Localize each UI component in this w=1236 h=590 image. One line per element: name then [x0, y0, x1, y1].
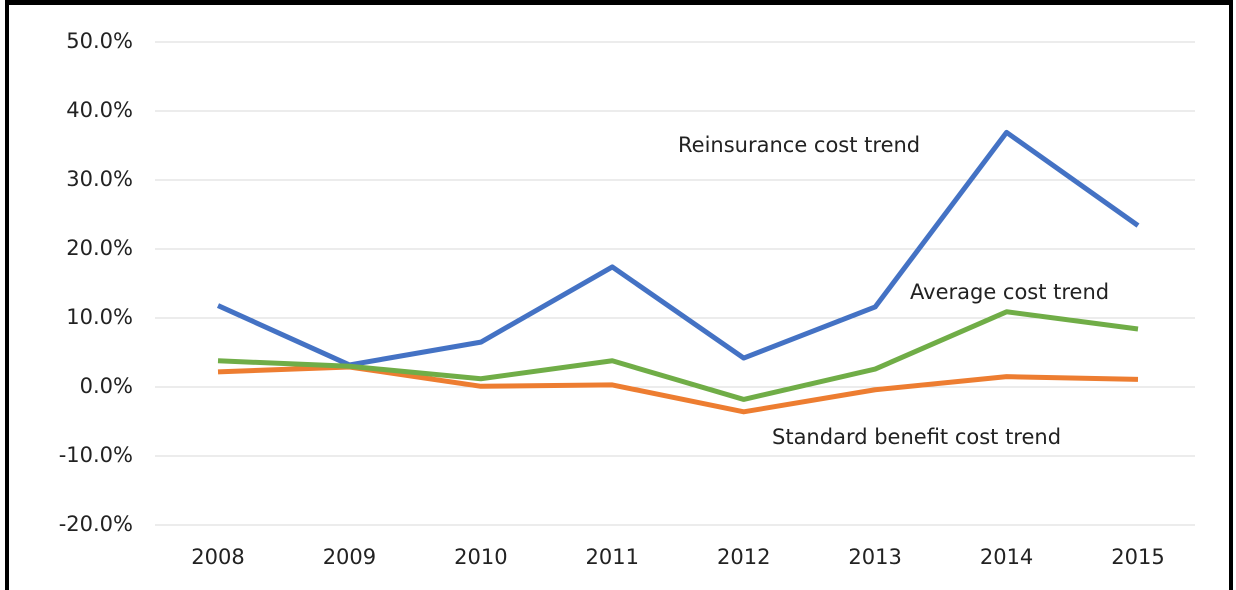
- y-tick-label: 30.0%: [66, 167, 133, 191]
- series-annotation: Standard benefit cost trend: [772, 425, 1061, 449]
- frame-left: [5, 0, 9, 590]
- y-tick-label: -10.0%: [59, 443, 133, 467]
- y-tick-label: 0.0%: [80, 374, 133, 398]
- x-tick-label: 2008: [191, 545, 244, 569]
- frame-top: [5, 0, 1233, 5]
- series-line: [217, 309, 1139, 402]
- lines: [216, 129, 1140, 415]
- x-tick-label: 2015: [1111, 545, 1164, 569]
- x-tick-label: 2009: [323, 545, 376, 569]
- series-annotation: Average cost trend: [910, 280, 1109, 304]
- x-tick-label: 2013: [848, 545, 901, 569]
- y-tick-label: 50.0%: [66, 29, 133, 53]
- y-tick-label: 20.0%: [66, 236, 133, 260]
- x-tick-label: 2012: [717, 545, 770, 569]
- y-tick-label: 40.0%: [66, 98, 133, 122]
- grid: [155, 41, 1195, 526]
- x-tick-label: 2014: [980, 545, 1033, 569]
- frame-right: [1229, 0, 1233, 590]
- series-line: [216, 129, 1140, 368]
- y-tick-label: 10.0%: [66, 305, 133, 329]
- y-tick-label: -20.0%: [59, 512, 133, 536]
- series-annotation: Reinsurance cost trend: [678, 133, 920, 157]
- x-tick-label: 2011: [586, 545, 639, 569]
- x-tick-label: 2010: [454, 545, 507, 569]
